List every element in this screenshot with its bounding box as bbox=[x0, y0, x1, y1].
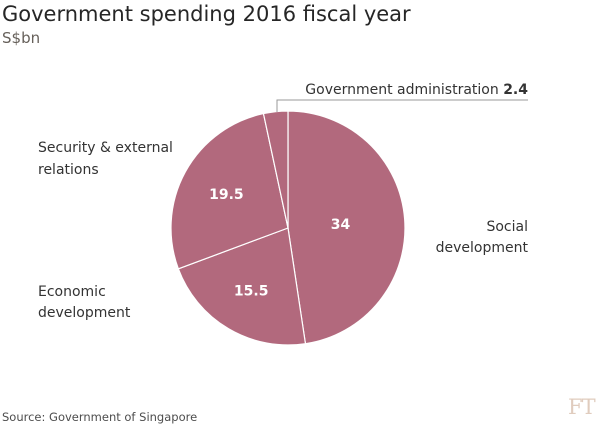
category-label-social-development-line-2: development bbox=[436, 240, 529, 256]
category-label-government-administration: Government administration 2.4 bbox=[305, 82, 528, 98]
pie-slice-security-and-external-relations bbox=[170, 112, 289, 270]
chart-title: Government spending 2016 fiscal year bbox=[2, 2, 411, 26]
ft-logo: FT bbox=[568, 395, 596, 419]
value-label-economic-development: 15.5 bbox=[234, 284, 269, 300]
source-note: Source: Government of Singapore bbox=[2, 410, 198, 424]
category-label-security-and-external-relations-line-2: relations bbox=[38, 162, 99, 178]
value-label-security-and-external-relations: 19.5 bbox=[209, 187, 244, 203]
chart-subtitle: S$bn bbox=[2, 29, 41, 47]
pie-slice-government-administration bbox=[262, 110, 289, 229]
leader-line-government-administration bbox=[276, 99, 528, 112]
pie-slices bbox=[170, 110, 406, 346]
category-name-government-administration: Government administration bbox=[305, 82, 503, 98]
category-label-economic-development-line-1: Economic bbox=[38, 284, 106, 300]
value-label-government-administration: 2.4 bbox=[503, 82, 528, 98]
pie-category-labels: Social development Economic development Secu… bbox=[38, 82, 529, 321]
category-label-social-development-line-1: Social bbox=[486, 219, 528, 235]
pie-value-labels: 34 15.5 19.5 bbox=[209, 187, 350, 299]
value-label-social-development: 34 bbox=[331, 217, 351, 233]
category-label-security-and-external-relations-line-1: Security & external bbox=[38, 140, 173, 156]
category-label-economic-development-line-2: development bbox=[38, 305, 131, 321]
pie-slice-social-development bbox=[287, 110, 406, 345]
